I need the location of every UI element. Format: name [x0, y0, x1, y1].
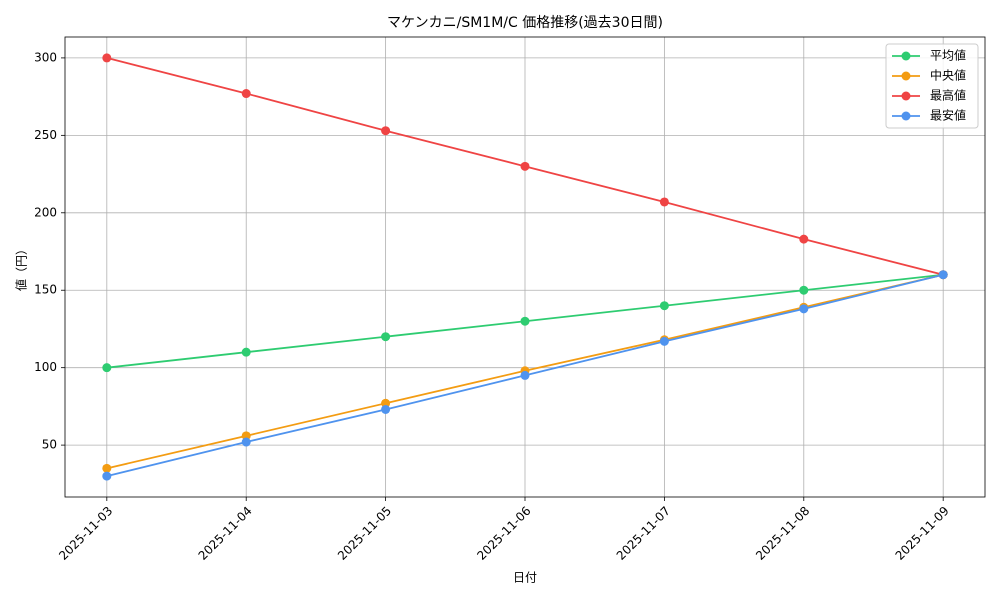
y-tick-label: 250: [34, 128, 57, 142]
chart-title: マケンカニ/SM1M/C 価格推移(過去30日間): [387, 15, 663, 31]
data-point: [520, 370, 530, 380]
data-point: [659, 197, 669, 207]
data-point: [102, 53, 112, 63]
legend-label: 中央値: [930, 68, 966, 83]
data-point: [520, 161, 530, 171]
y-axis-label: 値（円）: [14, 243, 29, 291]
legend-box: [885, 43, 979, 129]
plot-frame: [64, 36, 986, 498]
data-point: [102, 471, 112, 481]
y-tick-label: 200: [34, 205, 57, 219]
legend-label: 最安値: [930, 108, 966, 123]
y-tick-label: 50: [42, 438, 57, 452]
y-tick-label: 150: [34, 283, 57, 297]
data-point: [241, 437, 251, 447]
x-tick-label: 2025-11-07: [614, 504, 673, 563]
data-point: [799, 304, 809, 314]
data-point: [381, 126, 391, 136]
data-point: [799, 285, 809, 295]
x-tick-label: 2025-11-05: [335, 504, 394, 563]
data-point: [102, 463, 112, 473]
legend-label: 最高値: [930, 88, 966, 103]
data-point: [241, 431, 251, 441]
data-point: [241, 89, 251, 99]
x-axis-label: 日付: [513, 571, 537, 585]
x-tick-label: 2025-11-09: [893, 504, 952, 563]
data-point: [799, 234, 809, 244]
data-point: [381, 332, 391, 342]
data-point: [102, 363, 112, 373]
y-tick-label: 300: [34, 50, 57, 64]
data-point: [381, 398, 391, 408]
data-point: [659, 336, 669, 346]
x-tick-label: 2025-11-08: [753, 504, 812, 563]
x-tick-label: 2025-11-06: [474, 504, 533, 563]
x-tick-label: 2025-11-04: [196, 504, 255, 563]
data-point: [520, 316, 530, 326]
legend-marker: [901, 51, 911, 61]
data-point: [381, 404, 391, 414]
y-tick-label: 100: [34, 360, 57, 374]
legend-marker: [901, 71, 911, 81]
data-point: [659, 301, 669, 311]
legend-label: 平均値: [930, 48, 966, 63]
x-tick-label: 2025-11-03: [56, 504, 115, 563]
data-point: [241, 347, 251, 357]
legend-marker: [901, 91, 911, 101]
data-point: [938, 270, 948, 280]
legend-marker: [901, 111, 911, 121]
